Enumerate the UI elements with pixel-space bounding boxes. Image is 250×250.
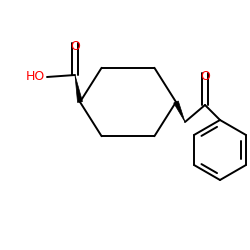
Text: O: O bbox=[200, 70, 210, 83]
Polygon shape bbox=[174, 101, 185, 122]
Text: HO: HO bbox=[26, 70, 45, 84]
Polygon shape bbox=[75, 75, 82, 102]
Text: O: O bbox=[70, 40, 80, 53]
